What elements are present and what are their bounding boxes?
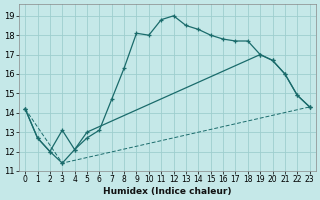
X-axis label: Humidex (Indice chaleur): Humidex (Indice chaleur) <box>103 187 232 196</box>
